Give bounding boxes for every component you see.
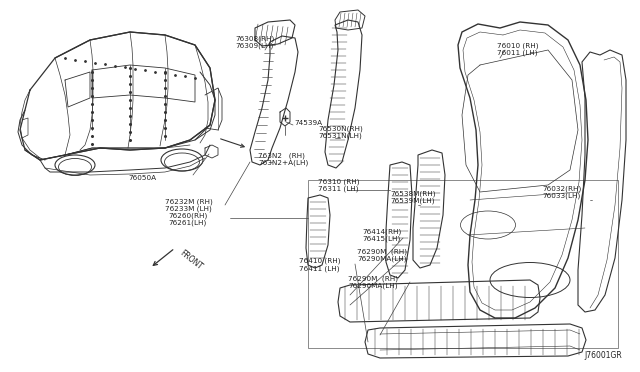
Text: 76538M(RH)
76539M(LH): 76538M(RH) 76539M(LH) <box>390 190 435 204</box>
Text: 74539A: 74539A <box>294 120 322 126</box>
Text: J76001GR: J76001GR <box>584 351 622 360</box>
Text: 76032(RH)
76033(LH): 76032(RH) 76033(LH) <box>542 185 581 199</box>
Text: 76232M (RH)
76233M (LH): 76232M (RH) 76233M (LH) <box>165 198 212 212</box>
Text: 76530N(RH)
76531N(LH): 76530N(RH) 76531N(LH) <box>318 125 363 139</box>
Text: 76414(RH)
76415(LH): 76414(RH) 76415(LH) <box>362 228 401 242</box>
Text: 76260(RH)
76261(LH): 76260(RH) 76261(LH) <box>168 212 207 226</box>
Text: 76050A: 76050A <box>128 175 156 181</box>
Text: FRONT: FRONT <box>178 248 204 271</box>
Text: 76308(RH)
76309(LH): 76308(RH) 76309(LH) <box>235 35 275 49</box>
Text: 76290M  (RH)
76290MA(LH): 76290M (RH) 76290MA(LH) <box>348 275 398 289</box>
Bar <box>308 180 618 348</box>
Text: 763N2   (RH)
763N2+A(LH): 763N2 (RH) 763N2+A(LH) <box>258 152 308 166</box>
Text: 76290M  (RH)
76290MA(LH): 76290M (RH) 76290MA(LH) <box>357 248 407 262</box>
Text: 76410 (RH)
76411 (LH): 76410 (RH) 76411 (LH) <box>299 258 340 272</box>
Text: 76010 (RH)
76011 (LH): 76010 (RH) 76011 (LH) <box>497 42 538 56</box>
Text: 76310 (RH)
76311 (LH): 76310 (RH) 76311 (LH) <box>318 178 360 192</box>
